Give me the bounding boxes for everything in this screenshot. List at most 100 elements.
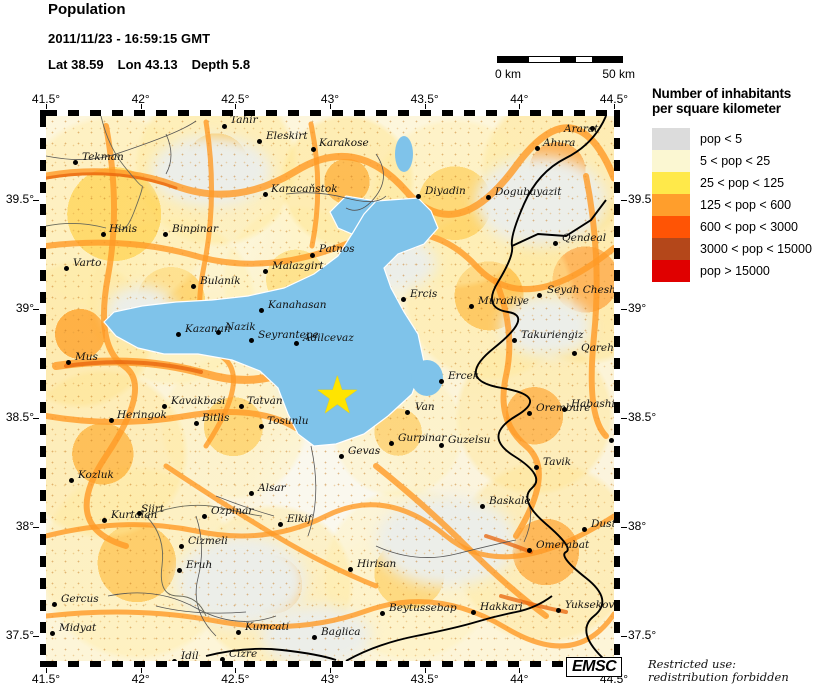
- city-marker[interactable]: [162, 404, 167, 409]
- city-marker[interactable]: [137, 511, 142, 516]
- latitude-tick-label: 38°: [628, 519, 647, 534]
- city-marker[interactable]: [339, 454, 344, 459]
- city-marker[interactable]: [64, 266, 69, 271]
- city-marker[interactable]: [537, 293, 542, 298]
- map-frame-left: [40, 116, 46, 661]
- latitude-tick-label: 39.5°: [628, 192, 657, 207]
- city-marker[interactable]: [109, 418, 114, 423]
- city-marker[interactable]: [101, 232, 106, 237]
- latitude-tick: [33, 636, 39, 638]
- city-marker[interactable]: [471, 610, 476, 615]
- longitude-tick-label: 44°: [510, 92, 529, 106]
- latitude-tick: [621, 309, 627, 311]
- city-marker[interactable]: [527, 411, 532, 416]
- lake-van: [103, 197, 439, 447]
- city-label: Hinis: [109, 223, 138, 235]
- city-marker[interactable]: [102, 518, 107, 523]
- scale-bar: 0 km 50 km: [495, 56, 635, 82]
- city-marker[interactable]: [236, 630, 241, 635]
- longitude-tick: [614, 104, 615, 109]
- city-marker[interactable]: [191, 284, 196, 289]
- city-marker[interactable]: [401, 297, 406, 302]
- city-marker[interactable]: [556, 608, 561, 613]
- city-marker[interactable]: [553, 241, 558, 246]
- city-marker[interactable]: [310, 253, 315, 258]
- city-marker[interactable]: [239, 404, 244, 409]
- city-marker[interactable]: [439, 443, 444, 448]
- city-marker[interactable]: [249, 491, 254, 496]
- city-marker[interactable]: [562, 407, 567, 412]
- city-marker[interactable]: [389, 441, 394, 446]
- city-marker[interactable]: [439, 379, 444, 384]
- city-label: Idil: [181, 650, 199, 662]
- city-marker[interactable]: [257, 139, 262, 144]
- city-marker[interactable]: [263, 269, 268, 274]
- city-marker[interactable]: [194, 421, 199, 426]
- city-marker[interactable]: [416, 194, 421, 199]
- city-marker[interactable]: [582, 527, 587, 532]
- city-label: Kurtalan: [111, 509, 158, 521]
- city-marker[interactable]: [216, 330, 221, 335]
- city-marker[interactable]: [263, 192, 268, 197]
- city-marker[interactable]: [220, 657, 225, 661]
- longitude-tick-label: 42.5°: [221, 672, 250, 686]
- city-marker[interactable]: [52, 602, 57, 607]
- city-marker[interactable]: [278, 522, 283, 527]
- longitude-label: Lon 43.13: [117, 57, 178, 72]
- city-marker[interactable]: [380, 611, 385, 616]
- city-marker[interactable]: [609, 438, 614, 443]
- city-marker[interactable]: [469, 304, 474, 309]
- longitude-tick: [235, 104, 237, 109]
- city-marker[interactable]: [590, 126, 595, 131]
- city-marker[interactable]: [66, 360, 71, 365]
- city-marker[interactable]: [312, 635, 317, 640]
- legend-title-line2: per square kilometer: [652, 101, 781, 116]
- city-marker[interactable]: [202, 514, 207, 519]
- restricted-line1: Restricted use:: [648, 657, 737, 671]
- city-marker[interactable]: [50, 631, 55, 636]
- city-label: Tosunlu: [267, 415, 309, 427]
- city-marker[interactable]: [348, 567, 353, 572]
- city-marker[interactable]: [73, 160, 78, 165]
- map-canvas[interactable]: ★ TahirEleskirtKarakoseAraratAhuraTekman…: [46, 116, 614, 661]
- page-title: Population: [48, 1, 126, 18]
- city-label: Tatvan: [247, 395, 283, 407]
- latitude-tick: [621, 418, 627, 420]
- legend-swatch: [652, 128, 690, 150]
- city-marker[interactable]: [222, 124, 227, 129]
- city-marker[interactable]: [249, 338, 254, 343]
- city-marker[interactable]: [176, 332, 181, 337]
- latitude-tick-label: 38.5°: [5, 410, 34, 425]
- city-label: Habashi Pa'in: [571, 398, 614, 410]
- event-origin: Lat 38.59 Lon 43.13 Depth 5.8: [48, 57, 608, 73]
- city-marker[interactable]: [534, 465, 539, 470]
- latitude-tick: [33, 527, 39, 529]
- city-marker[interactable]: [405, 410, 410, 415]
- city-marker[interactable]: [527, 548, 532, 553]
- legend-swatch: [652, 216, 690, 238]
- city-marker[interactable]: [535, 146, 540, 151]
- city-marker[interactable]: [163, 232, 168, 237]
- city-marker[interactable]: [294, 341, 299, 346]
- city-label: Van: [415, 401, 435, 413]
- city-marker[interactable]: [311, 147, 316, 152]
- longitude-tick-label: 42.5°: [221, 92, 250, 106]
- city-marker[interactable]: [172, 659, 177, 661]
- city-marker[interactable]: [572, 351, 577, 356]
- map-container[interactable]: ★ TahirEleskirtKarakoseAraratAhuraTekman…: [40, 110, 620, 667]
- legend-label: pop > 15000: [700, 264, 770, 278]
- city-marker[interactable]: [179, 544, 184, 549]
- city-marker[interactable]: [259, 424, 264, 429]
- city-marker[interactable]: [512, 338, 517, 343]
- city-marker[interactable]: [486, 195, 491, 200]
- longitude-tick-label: 43°: [320, 672, 340, 686]
- city-marker[interactable]: [480, 504, 485, 509]
- city-marker[interactable]: [177, 568, 182, 573]
- legend-title-line1: Number of inhabitants: [652, 86, 792, 101]
- latitude-tick-label: 39°: [15, 301, 34, 316]
- latitude-label: Lat 38.59: [48, 57, 104, 72]
- city-marker[interactable]: [69, 478, 74, 483]
- city-marker[interactable]: [259, 308, 264, 313]
- city-label: Patnos: [319, 243, 355, 255]
- city-label: Gevas: [348, 445, 381, 457]
